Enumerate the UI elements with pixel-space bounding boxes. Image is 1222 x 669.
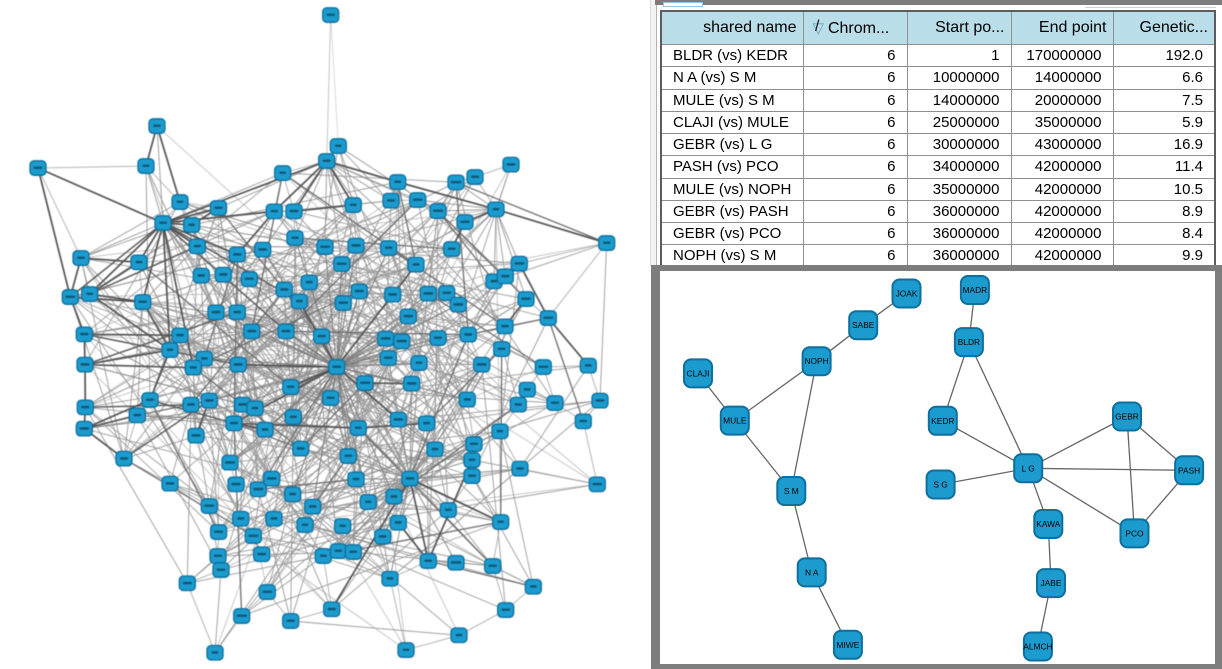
svg-text:BLDR: BLDR: [958, 337, 980, 347]
svg-text:PCO: PCO: [1125, 528, 1144, 538]
svg-text:SABE: SABE: [852, 320, 875, 330]
svg-text:KAWA: KAWA: [1036, 519, 1060, 529]
svg-text:L G: L G: [1022, 463, 1035, 473]
svg-text:N A: N A: [805, 567, 819, 577]
svg-text:KEDR: KEDR: [931, 416, 954, 426]
svg-text:MADR: MADR: [963, 285, 988, 295]
svg-text:PASH: PASH: [1178, 465, 1200, 475]
svg-text:NOPH: NOPH: [804, 356, 828, 366]
svg-text:JOAK: JOAK: [896, 289, 918, 299]
svg-text:CLAJI: CLAJI: [687, 368, 710, 378]
svg-text:GEBR: GEBR: [1115, 412, 1139, 422]
svg-text:MIWE: MIWE: [837, 640, 860, 650]
svg-text:S G: S G: [933, 480, 947, 490]
svg-text:MULE: MULE: [723, 416, 747, 426]
svg-text:S M: S M: [784, 486, 799, 496]
svg-text:ALMCH: ALMCH: [1023, 642, 1052, 652]
svg-text:JABE: JABE: [1041, 578, 1062, 588]
